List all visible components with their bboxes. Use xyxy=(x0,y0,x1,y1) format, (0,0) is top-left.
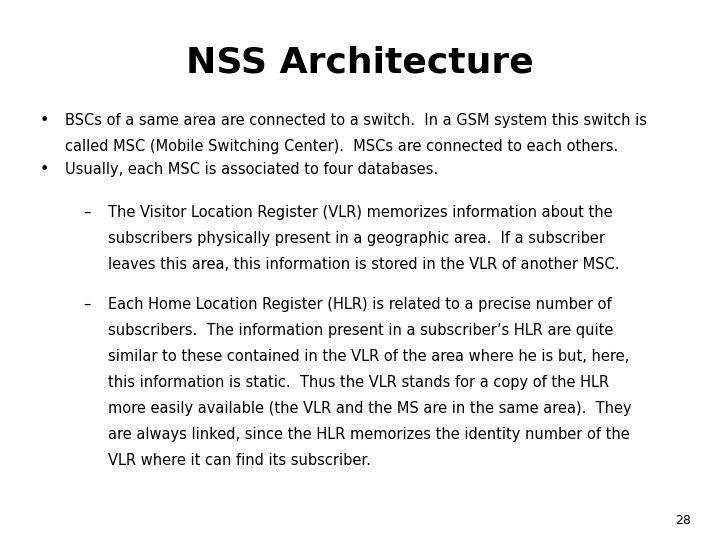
Text: •: • xyxy=(40,162,49,177)
Text: subscribers physically present in a geographic area.  If a subscriber: subscribers physically present in a geog… xyxy=(108,231,605,246)
Text: subscribers.  The information present in a subscriber’s HLR are quite: subscribers. The information present in … xyxy=(108,323,613,338)
Text: –: – xyxy=(83,205,90,220)
Text: Each Home Location Register (HLR) is related to a precise number of: Each Home Location Register (HLR) is rel… xyxy=(108,297,611,312)
Text: •: • xyxy=(40,113,49,129)
Text: The Visitor Location Register (VLR) memorizes information about the: The Visitor Location Register (VLR) memo… xyxy=(108,205,613,220)
Text: are always linked, since the HLR memorizes the identity number of the: are always linked, since the HLR memoriz… xyxy=(108,427,630,442)
Text: more easily available (the VLR and the MS are in the same area).  They: more easily available (the VLR and the M… xyxy=(108,401,631,416)
Text: BSCs of a same area are connected to a switch.  In a GSM system this switch is: BSCs of a same area are connected to a s… xyxy=(65,113,647,129)
Text: called MSC (Mobile Switching Center).  MSCs are connected to each others.: called MSC (Mobile Switching Center). MS… xyxy=(65,139,618,154)
Text: this information is static.  Thus the VLR stands for a copy of the HLR: this information is static. Thus the VLR… xyxy=(108,375,609,390)
Text: leaves this area, this information is stored in the VLR of another MSC.: leaves this area, this information is st… xyxy=(108,257,619,272)
Text: similar to these contained in the VLR of the area where he is but, here,: similar to these contained in the VLR of… xyxy=(108,349,629,364)
Text: NSS Architecture: NSS Architecture xyxy=(186,46,534,80)
Text: –: – xyxy=(83,297,90,312)
Text: VLR where it can find its subscriber.: VLR where it can find its subscriber. xyxy=(108,453,371,468)
Text: 28: 28 xyxy=(675,514,691,526)
Text: Usually, each MSC is associated to four databases.: Usually, each MSC is associated to four … xyxy=(65,162,438,177)
